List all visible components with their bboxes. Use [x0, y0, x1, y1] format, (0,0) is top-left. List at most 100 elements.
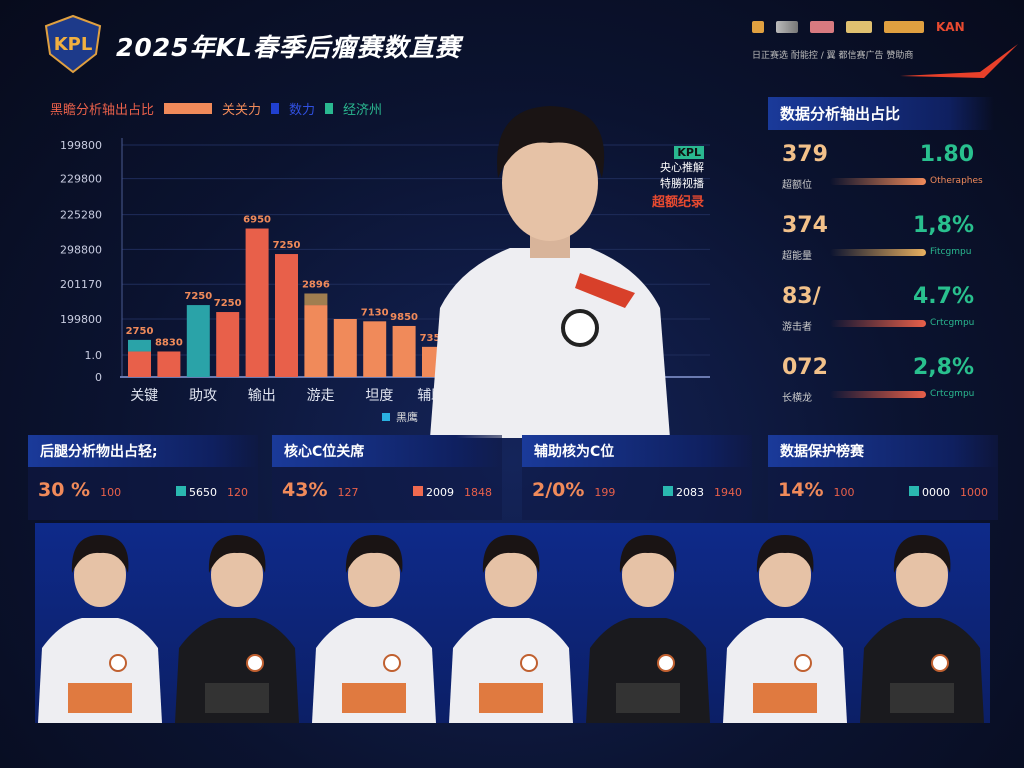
card-value: 2083	[676, 486, 704, 499]
bar-data-label: 6950	[243, 215, 271, 226]
stat-sub: Crtcgmpu	[930, 389, 975, 399]
kpl-logo: KPL	[44, 14, 102, 74]
bar	[392, 325, 416, 377]
decorative-slash	[900, 44, 1018, 78]
legend-swatch	[271, 103, 280, 114]
stat-percent: 1.80	[919, 142, 974, 167]
bar	[304, 305, 328, 377]
stat-sub: Crtcgmpu	[930, 318, 975, 328]
card-title: 后腿分析物出占轻;	[28, 435, 258, 467]
player-tag-line: 特勝视播	[660, 177, 704, 190]
card-swatch	[176, 486, 186, 496]
player-badge: KPL	[674, 146, 704, 159]
stat-bar	[830, 249, 926, 256]
player-lineup	[35, 523, 990, 723]
card-title: 数据保护榜赛	[768, 435, 998, 467]
stat-sub: Fitcgmpu	[930, 247, 972, 257]
sponsor-logo	[884, 21, 924, 33]
sponsor-logo	[810, 21, 834, 33]
stat-label: 长横龙	[782, 393, 812, 404]
stat-percent: 1,8%	[912, 213, 974, 238]
player-tag-line: 超额纪录	[651, 195, 704, 210]
y-tick-label: 229800	[60, 173, 102, 186]
sponsor-caption: 日正赛选 耐能控 / 翼 都信赛广告 赞助商	[752, 51, 914, 61]
bar-data-label: 7350	[420, 333, 448, 344]
legend-swatch	[325, 103, 334, 114]
card-swatch	[663, 486, 673, 496]
bar-data-label: 7250	[214, 298, 242, 309]
player-photo	[723, 535, 847, 723]
x-tick-label: 关键	[130, 388, 158, 404]
bar	[128, 351, 151, 377]
bar	[245, 228, 269, 377]
stat-bar	[830, 178, 926, 185]
sponsor-logo	[846, 21, 872, 33]
card-title: 辅助核为C位	[522, 435, 752, 467]
stat-sub: Otheraphes	[930, 176, 983, 186]
x-tick-label: 游走	[307, 388, 335, 404]
bar-data-label: 7130	[361, 307, 389, 318]
y-tick-label: 199800	[60, 313, 102, 326]
bar-data-label: 9850	[390, 312, 418, 323]
bar-cap	[128, 339, 151, 352]
legend-item: 关关力	[222, 103, 262, 118]
bar	[157, 351, 181, 377]
card-value: 1848	[464, 486, 492, 499]
y-tick-label: 201170	[60, 278, 102, 291]
sponsor-logo	[776, 21, 798, 33]
series-legend-swatch	[382, 413, 390, 421]
stat-percent: 2,8%	[912, 355, 974, 380]
stat-label: 游击者	[782, 322, 812, 333]
chart-legend: 黑瞻分析轴出占比 关关力 数力 经济州	[50, 99, 382, 118]
y-tick-label: 1.0	[85, 349, 103, 362]
stat-number: 379	[782, 142, 828, 167]
stat-number: 83/	[782, 284, 821, 309]
card-value: 5650	[189, 486, 217, 499]
card-swatch	[909, 486, 919, 496]
card-value: 1000	[960, 486, 988, 499]
legend-swatch	[164, 103, 213, 114]
player-photo	[860, 535, 984, 723]
page-title: 2025年KL春季后瘤赛数直赛	[116, 33, 461, 62]
card-value: 0000	[922, 486, 950, 499]
stat-card: 核心C位关席 43% 127 2009 1848	[272, 435, 502, 520]
card-value: 127	[337, 486, 359, 499]
bar-data-label: 7250	[184, 291, 212, 302]
player-photo	[449, 535, 573, 723]
svg-text:KPL: KPL	[54, 34, 93, 55]
card-main-value: 14%	[778, 479, 824, 501]
card-value: 199	[594, 486, 616, 499]
stat-number: 374	[782, 213, 828, 238]
bar-data-label: 7250	[273, 240, 301, 251]
player-tag-line: 央心推解	[660, 161, 704, 174]
stat-percent: 4.7%	[912, 284, 974, 309]
bar	[363, 321, 387, 377]
y-tick-label: 298800	[60, 243, 102, 256]
card-swatch	[413, 486, 423, 496]
stat-bar	[830, 391, 926, 398]
player-photo	[312, 535, 436, 723]
right-panel-title: 数据分析轴出占比	[768, 97, 994, 130]
card-value: 100	[833, 486, 855, 499]
y-tick-label: 225280	[60, 209, 102, 222]
bar-data-label: 2750	[126, 326, 154, 337]
legend-item: 数力	[289, 103, 316, 118]
legend-item: 经济州	[343, 103, 383, 118]
stat-card: 辅助核为C位 2/0% 199 2083 1940	[522, 435, 752, 520]
player-photo	[586, 535, 710, 723]
x-tick-label: 输出	[248, 388, 276, 404]
card-value: 1940	[714, 486, 742, 499]
stat-label: 超额位	[782, 180, 812, 191]
card-value: 120	[227, 486, 248, 499]
stat-card: 后腿分析物出占轻; 30 % 100 5650 120	[28, 435, 258, 520]
stat-bar	[830, 320, 926, 327]
bar-data-label: 2896	[302, 279, 330, 290]
card-title: 核心C位关席	[272, 435, 502, 467]
stat-card: 数据保护榜赛 14% 100 0000 1000	[768, 435, 998, 520]
sponsor-logos: KAN	[752, 20, 965, 34]
bar-cap	[304, 293, 328, 306]
series-legend-label: 黑鹰	[396, 410, 418, 424]
y-tick-label: 0	[95, 371, 102, 384]
featured-player-photo	[430, 106, 670, 438]
bar	[333, 319, 357, 377]
